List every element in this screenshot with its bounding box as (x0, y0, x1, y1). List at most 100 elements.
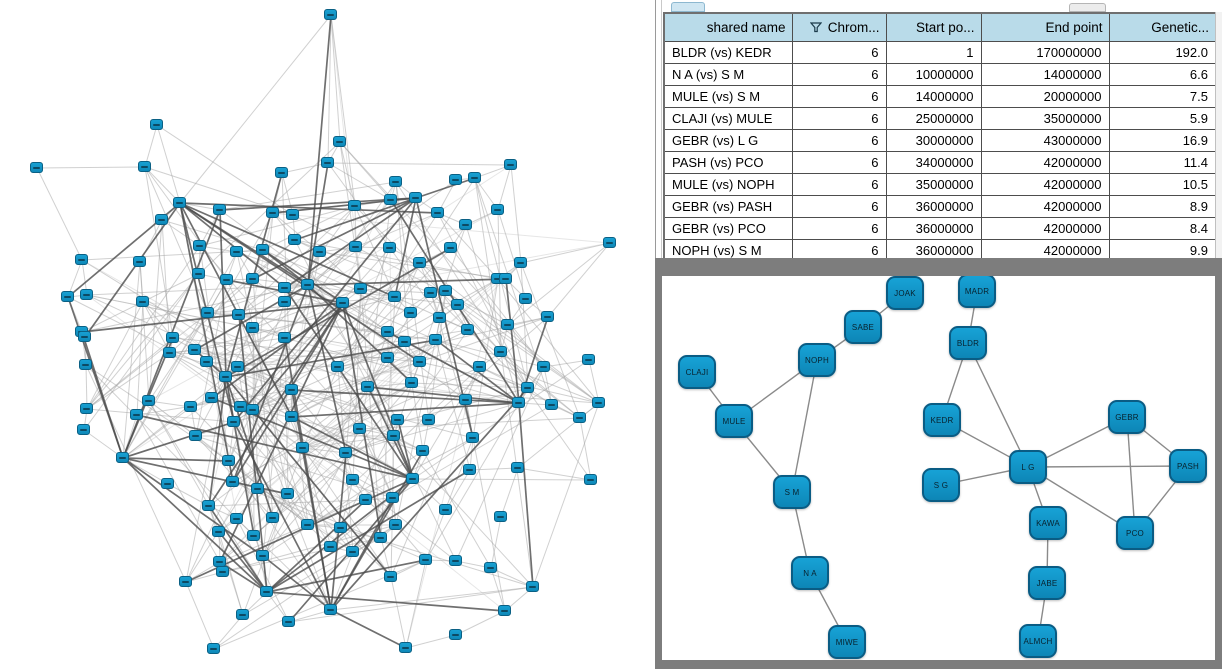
network-node[interactable] (138, 161, 151, 172)
network-node[interactable] (80, 403, 93, 414)
node-noph[interactable]: NOPH (798, 343, 836, 377)
network-node[interactable] (282, 616, 295, 627)
network-node[interactable] (519, 293, 532, 304)
network-node[interactable] (256, 550, 269, 561)
network-node[interactable] (232, 309, 245, 320)
node-joak[interactable]: JOAK (886, 276, 924, 310)
network-node[interactable] (384, 571, 397, 582)
network-node[interactable] (324, 541, 337, 552)
network-node[interactable] (246, 322, 259, 333)
network-node[interactable] (354, 283, 367, 294)
network-node[interactable] (389, 519, 402, 530)
network-node[interactable] (391, 414, 404, 425)
network-node[interactable] (275, 167, 288, 178)
network-node[interactable] (444, 242, 457, 253)
network-node[interactable] (281, 488, 294, 499)
network-node[interactable] (285, 384, 298, 395)
table-row[interactable]: N A (vs) S M 6 10000000 14000000 6.6 (663, 63, 1215, 86)
network-node[interactable] (409, 192, 422, 203)
network-node[interactable] (75, 254, 88, 265)
network-node[interactable] (424, 287, 437, 298)
table-row[interactable]: GEBR (vs) L G 6 30000000 43000000 16.9 (663, 129, 1215, 152)
table-row[interactable]: NOPH (vs) S M 6 36000000 42000000 9.9 (663, 239, 1215, 258)
network-node[interactable] (349, 241, 362, 252)
network-node[interactable] (30, 162, 43, 173)
network-node[interactable] (278, 282, 291, 293)
network-node[interactable] (512, 397, 525, 408)
network-node[interactable] (449, 629, 462, 640)
network-node[interactable] (545, 399, 558, 410)
network-node[interactable] (205, 392, 218, 403)
network-node[interactable] (334, 522, 347, 533)
table-scrollbar[interactable] (1215, 12, 1222, 258)
node-claji[interactable]: CLAJI (678, 355, 716, 389)
network-node[interactable] (236, 609, 249, 620)
node-mule[interactable]: MULE (715, 404, 753, 438)
network-node[interactable] (336, 297, 349, 308)
table-row[interactable]: GEBR (vs) PCO 6 36000000 42000000 8.4 (663, 217, 1215, 240)
network-node[interactable] (246, 404, 259, 415)
network-node[interactable] (537, 361, 550, 372)
network-node[interactable] (285, 411, 298, 422)
table-row[interactable]: MULE (vs) S M 6 14000000 20000000 7.5 (663, 85, 1215, 108)
network-node[interactable] (499, 273, 512, 284)
network-node[interactable] (77, 424, 90, 435)
network-node[interactable] (501, 319, 514, 330)
network-node[interactable] (230, 246, 243, 257)
network-node[interactable] (155, 214, 168, 225)
network-node[interactable] (541, 311, 554, 322)
network-node[interactable] (189, 430, 202, 441)
table-row[interactable]: BLDR (vs) KEDR 6 1 170000000 192.0 (663, 41, 1215, 64)
network-node[interactable] (504, 159, 517, 170)
network-node[interactable] (278, 296, 291, 307)
network-node[interactable] (324, 9, 337, 20)
network-node[interactable] (484, 562, 497, 573)
network-node[interactable] (419, 554, 432, 565)
network-node[interactable] (439, 504, 452, 515)
node-s-m[interactable]: S M (773, 475, 811, 509)
network-node[interactable] (201, 307, 214, 318)
network-node[interactable] (361, 381, 374, 392)
tab-stub[interactable] (671, 2, 705, 12)
network-node[interactable] (222, 455, 235, 466)
table-row[interactable]: PASH (vs) PCO 6 34000000 42000000 11.4 (663, 151, 1215, 174)
network-node[interactable] (405, 377, 418, 388)
network-node[interactable] (200, 356, 213, 367)
network-node[interactable] (184, 401, 197, 412)
network-node[interactable] (212, 526, 225, 537)
network-edge-noph-s-m[interactable] (791, 359, 818, 493)
network-node[interactable] (404, 307, 417, 318)
table-row[interactable]: GEBR (vs) PASH 6 36000000 42000000 8.9 (663, 195, 1215, 218)
tab-stub[interactable] (1069, 3, 1106, 12)
network-node[interactable] (288, 234, 301, 245)
node-pash[interactable]: PASH (1169, 449, 1207, 483)
network-node[interactable] (61, 291, 74, 302)
network-node[interactable] (491, 204, 504, 215)
node-madr[interactable]: MADR (958, 276, 996, 308)
network-node[interactable] (192, 268, 205, 279)
node-sabe[interactable]: SABE (844, 310, 882, 344)
network-node[interactable] (213, 204, 226, 215)
network-node[interactable] (231, 361, 244, 372)
node-miwe[interactable]: MIWE (828, 625, 866, 659)
network-node[interactable] (251, 483, 264, 494)
network-node[interactable] (226, 476, 239, 487)
network-node[interactable] (381, 326, 394, 337)
network-node[interactable] (449, 555, 462, 566)
network-node[interactable] (333, 136, 346, 147)
network-edge-bldr-l-g[interactable] (967, 342, 1029, 468)
network-node[interactable] (514, 257, 527, 268)
network-node[interactable] (227, 416, 240, 427)
table-row[interactable]: MULE (vs) NOPH 6 35000000 42000000 10.5 (663, 173, 1215, 196)
network-node[interactable] (161, 478, 174, 489)
network-node[interactable] (584, 474, 597, 485)
network-node[interactable] (188, 344, 201, 355)
column-header-end-point[interactable]: End point (980, 12, 1110, 42)
network-node[interactable] (381, 352, 394, 363)
network-node[interactable] (79, 359, 92, 370)
column-header-start-po[interactable]: Start po... (885, 12, 982, 42)
network-node[interactable] (230, 513, 243, 524)
network-node[interactable] (459, 219, 472, 230)
network-node[interactable] (313, 246, 326, 257)
network-node[interactable] (461, 324, 474, 335)
